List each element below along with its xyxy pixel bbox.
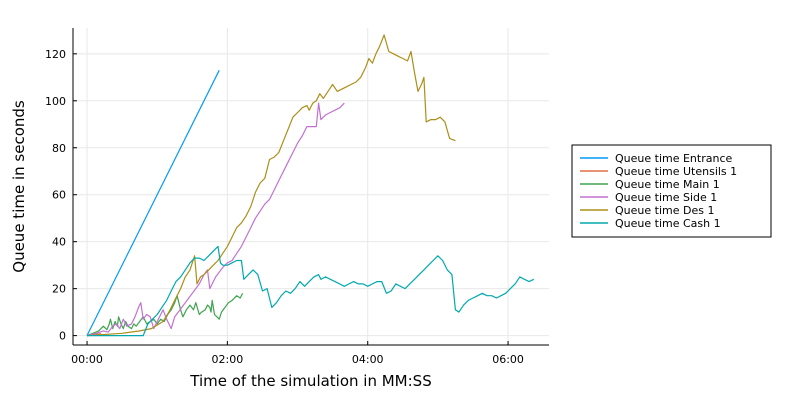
x-tick-label: 02:00 — [212, 353, 244, 366]
legend-entry: Queue time Main 1 — [615, 178, 720, 191]
series-layer — [86, 34, 535, 337]
legend-entry: Queue time Utensils 1 — [615, 165, 737, 178]
legend-box — [571, 144, 772, 238]
series-line — [86, 102, 345, 337]
legend-entry: Queue time Side 1 — [615, 191, 717, 204]
y-tick-labels: 0 20 40 60 80 100 120 — [45, 48, 77, 343]
y-tick-label: 20 — [52, 283, 66, 296]
y-tick-label: 120 — [45, 48, 66, 61]
y-axis-label: Queue time in seconds — [10, 100, 28, 273]
x-tick-label: 00:00 — [71, 353, 103, 366]
x-axis-label: Time of the simulation in MM:SS — [189, 372, 431, 390]
x-tick-label: 06:00 — [492, 353, 524, 366]
legend-entry: Queue time Entrance — [615, 152, 732, 165]
legend-entry: Queue time Des 1 — [615, 204, 714, 217]
y-tick-label: 0 — [59, 330, 66, 343]
series-line — [86, 70, 220, 336]
grid — [73, 28, 549, 345]
y-tick-label: 40 — [52, 236, 66, 249]
series-line — [86, 34, 456, 337]
y-tick-label: 80 — [52, 142, 66, 155]
y-tick-label: 60 — [52, 189, 66, 202]
series-line — [87, 245, 535, 337]
x-tick-label: 04:00 — [352, 353, 384, 366]
axes — [72, 28, 549, 346]
x-tick-labels: 00:00 02:00 04:00 06:00 — [71, 341, 524, 366]
y-tick-label: 100 — [45, 95, 66, 108]
legend-entry: Queue time Cash 1 — [615, 217, 721, 230]
